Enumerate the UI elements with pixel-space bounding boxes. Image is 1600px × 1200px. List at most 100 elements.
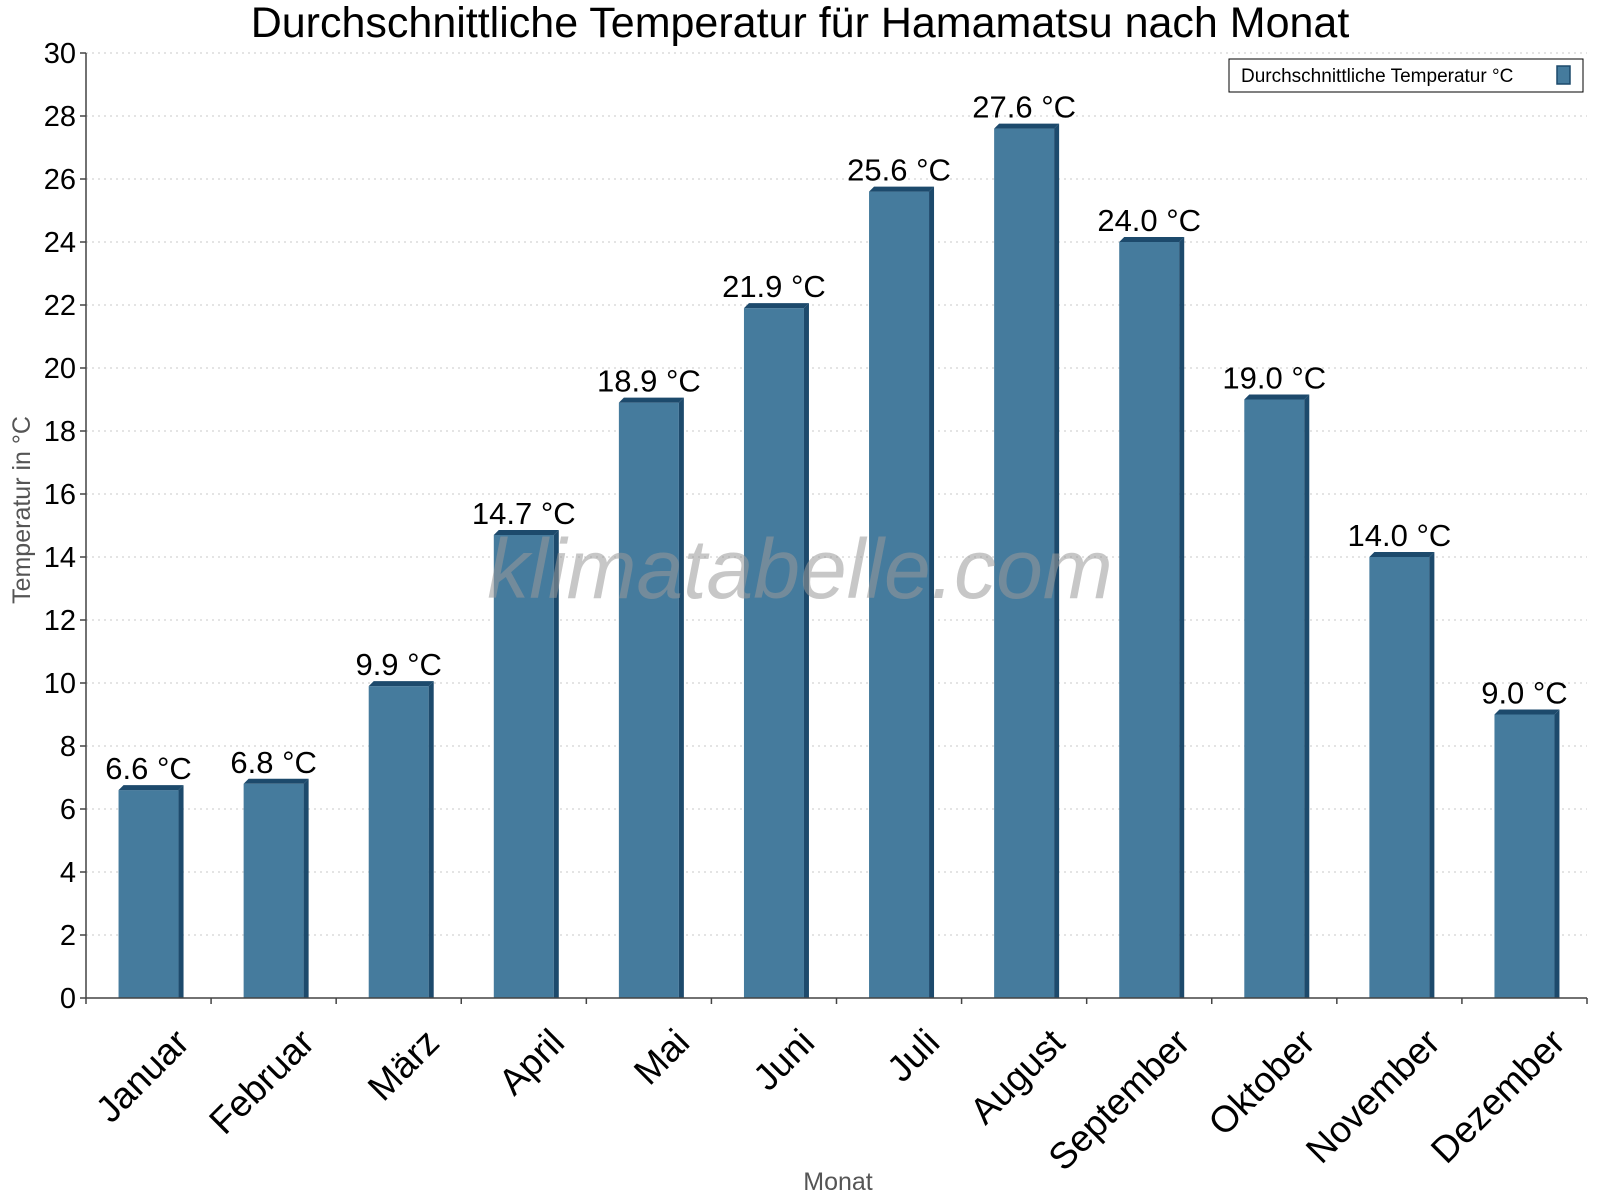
bar-11	[1494, 709, 1560, 998]
bar-side	[553, 529, 559, 998]
x-tick-label: November	[1298, 1021, 1448, 1171]
bar-face	[368, 686, 429, 998]
bar-top	[618, 397, 684, 403]
bar-2	[368, 681, 434, 998]
data-label: 25.6 °C	[847, 153, 951, 188]
bar-side	[178, 785, 184, 998]
bar-top	[118, 785, 184, 791]
bar-top	[243, 778, 309, 784]
bar-top	[1369, 552, 1435, 557]
bar-top	[743, 303, 809, 309]
data-label: 6.8 °C	[230, 745, 317, 780]
x-tick-label: April	[491, 1021, 572, 1102]
data-labels: 6.6 °C 6.8 °C 9.9 °C 14.7 °C 18.9 °C 21.9 °C 2…	[105, 90, 1568, 786]
x-tick-label: Juli	[879, 1021, 947, 1089]
bar-10	[1369, 552, 1435, 998]
data-label: 14.0 °C	[1348, 518, 1452, 553]
y-tick-label: 0	[60, 983, 76, 1015]
data-label: 21.9 °C	[722, 269, 826, 304]
x-tick-label: Mai	[626, 1021, 697, 1092]
y-tick-label: 26	[44, 164, 76, 196]
bar-top	[994, 123, 1060, 129]
bar-face	[743, 308, 804, 998]
x-tick-label: Januar	[88, 1021, 197, 1130]
bar-side	[929, 186, 935, 999]
bar-side	[1304, 394, 1310, 998]
bar-side	[303, 778, 309, 998]
bar-side	[678, 397, 684, 998]
y-tick-label: 20	[44, 353, 76, 385]
legend-box	[1228, 58, 1584, 93]
data-label: 9.9 °C	[355, 647, 442, 682]
bar-face	[1369, 557, 1430, 998]
bar-face	[618, 402, 679, 998]
x-tick-label: Oktober	[1201, 1021, 1323, 1143]
y-tick-label: 10	[44, 668, 76, 700]
bar-face	[994, 128, 1055, 999]
bar-0	[118, 785, 184, 998]
x-tick-label: Juni	[745, 1021, 822, 1098]
y-tick-label: 28	[44, 101, 76, 133]
bar-face	[1119, 242, 1180, 998]
x-tick-labels: Januar Februar März April Mai Juni Juli AugustS…	[88, 1021, 1573, 1178]
bar-6	[869, 186, 935, 999]
bar-top	[869, 186, 935, 192]
y-axis-label: Temperatur in °C	[8, 416, 36, 604]
bar-5	[743, 303, 809, 998]
legend: Durchschnittliche Temperatur °C	[1228, 58, 1584, 93]
data-label: 6.6 °C	[105, 751, 192, 786]
data-label: 24.0 °C	[1097, 203, 1201, 238]
x-tick-label: März	[360, 1021, 447, 1108]
bar-face	[1494, 714, 1555, 998]
data-label: 18.9 °C	[597, 364, 701, 399]
bars	[118, 123, 1560, 999]
axes	[80, 52, 1588, 1004]
bar-side	[428, 681, 434, 998]
bar-4	[618, 397, 684, 998]
bar-side	[1554, 709, 1560, 998]
y-tick-label: 8	[60, 731, 76, 763]
y-tick-label: 2	[60, 920, 76, 952]
bar-side	[803, 303, 809, 998]
bar-3	[493, 529, 559, 998]
chart-title: Durchschnittliche Temperatur für Hamamat…	[251, 0, 1350, 47]
y-tick-label: 16	[44, 479, 76, 511]
y-tick-label: 22	[44, 290, 76, 322]
bar-face	[243, 783, 304, 998]
bar-top	[368, 681, 434, 687]
x-axis-label: Monat	[803, 1168, 873, 1196]
legend-swatch	[1556, 65, 1571, 85]
bar-7	[994, 123, 1060, 999]
bar-top	[493, 529, 559, 535]
y-tick-label: 24	[44, 227, 76, 259]
y-tick-label: 4	[60, 857, 76, 889]
data-label: 19.0 °C	[1222, 361, 1326, 396]
gridlines	[86, 52, 1587, 936]
x-tick-label: Februar	[201, 1021, 322, 1142]
data-label: 27.6 °C	[972, 90, 1076, 125]
y-tick-label: 12	[44, 605, 76, 637]
data-label: 9.0 °C	[1481, 676, 1568, 711]
y-tick-label: 18	[44, 416, 76, 448]
bar-face	[493, 534, 554, 998]
bar-side	[1054, 123, 1060, 999]
bar-1	[243, 778, 309, 998]
legend-label: Durchschnittliche Temperatur °C	[1241, 66, 1513, 87]
bar-side	[1429, 552, 1435, 998]
bar-top	[1119, 237, 1185, 242]
bar-side	[1179, 237, 1185, 998]
data-label: 14.7 °C	[472, 496, 576, 531]
y-tick-label: 6	[60, 794, 76, 826]
bar-top	[1244, 394, 1310, 400]
y-tick-label: 30	[44, 38, 76, 70]
y-tick-label: 14	[44, 542, 76, 574]
x-tick-label: August	[962, 1021, 1073, 1132]
bar-face	[118, 790, 179, 998]
x-tick-label: Dezember	[1423, 1021, 1573, 1171]
bar-8	[1119, 237, 1185, 998]
watermark: klimatabelle.com	[487, 522, 1113, 616]
bar-face	[869, 191, 930, 999]
